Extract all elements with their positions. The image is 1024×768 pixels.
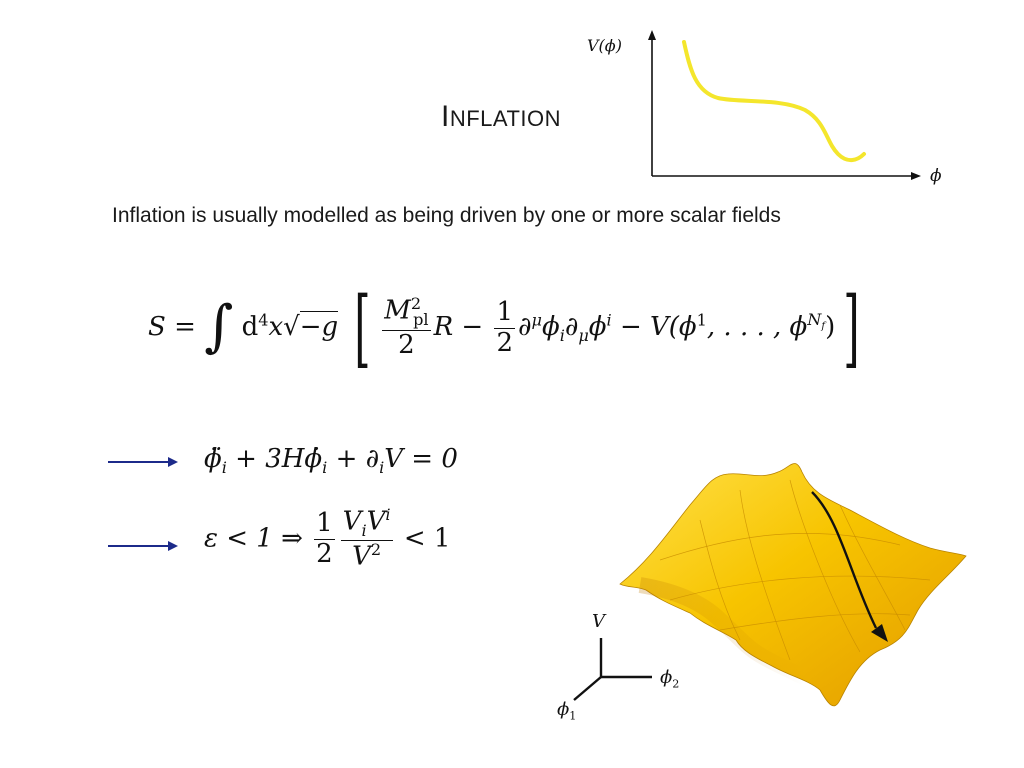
surface-axis-V-label: V — [592, 611, 605, 632]
measure-d: d — [241, 312, 259, 342]
axis-phi1-line — [573, 676, 602, 701]
surface-axis-phi1-label: ϕ1 — [557, 699, 577, 723]
action-lhs: S = — [148, 312, 196, 342]
planck-fraction: M2pl 2 — [382, 294, 431, 360]
left-bracket: [ — [354, 279, 372, 377]
potential-y-label: V(ϕ) — [587, 36, 622, 55]
action-equation: S = ∫ d4x√−g [M2pl 2 R − 1 2 ∂μϕi∂μϕi − V(ϕ1… — [148, 279, 860, 377]
potential-curve — [682, 40, 866, 162]
y-axis-arrowhead — [648, 30, 656, 40]
right-bracket: ] — [843, 279, 860, 377]
sqrt-arg: −g — [299, 311, 339, 342]
slow-roll-condition: ε < 1 ⇒ 1 2 ViVi V2 < 1 — [204, 505, 451, 573]
slow-roll-ratio: ViVi V2 — [340, 505, 393, 573]
implication-arrow-2 — [108, 541, 178, 551]
potential-x-label: ϕ — [930, 166, 942, 186]
potential-term: − V(ϕ — [619, 312, 697, 342]
measure-sup: 4 — [258, 310, 269, 330]
ricci-term: R − — [433, 312, 484, 342]
x-axis-arrowhead — [911, 172, 921, 180]
equation-of-motion: ϕ̈i + 3Hϕ̇i + ∂iV = 0 — [204, 444, 458, 478]
subtitle-text: Inflation is usually modelled as being d… — [112, 204, 781, 227]
sqrt-sign: √ — [283, 312, 300, 342]
title-rest: NFLATION — [449, 106, 561, 131]
surface-axis-phi2-label: ϕ2 — [660, 667, 680, 691]
slide-title: INFLATION — [441, 100, 561, 134]
implication-arrow-1 — [108, 457, 178, 467]
trajectory-arrow — [811, 491, 888, 642]
integral-sign: ∫ — [204, 293, 234, 359]
title-first-letter: I — [441, 100, 450, 133]
surface-axes — [573, 638, 652, 701]
potential-surface — [619, 463, 967, 707]
potential-plot — [648, 30, 921, 180]
measure-x: x — [268, 312, 284, 342]
